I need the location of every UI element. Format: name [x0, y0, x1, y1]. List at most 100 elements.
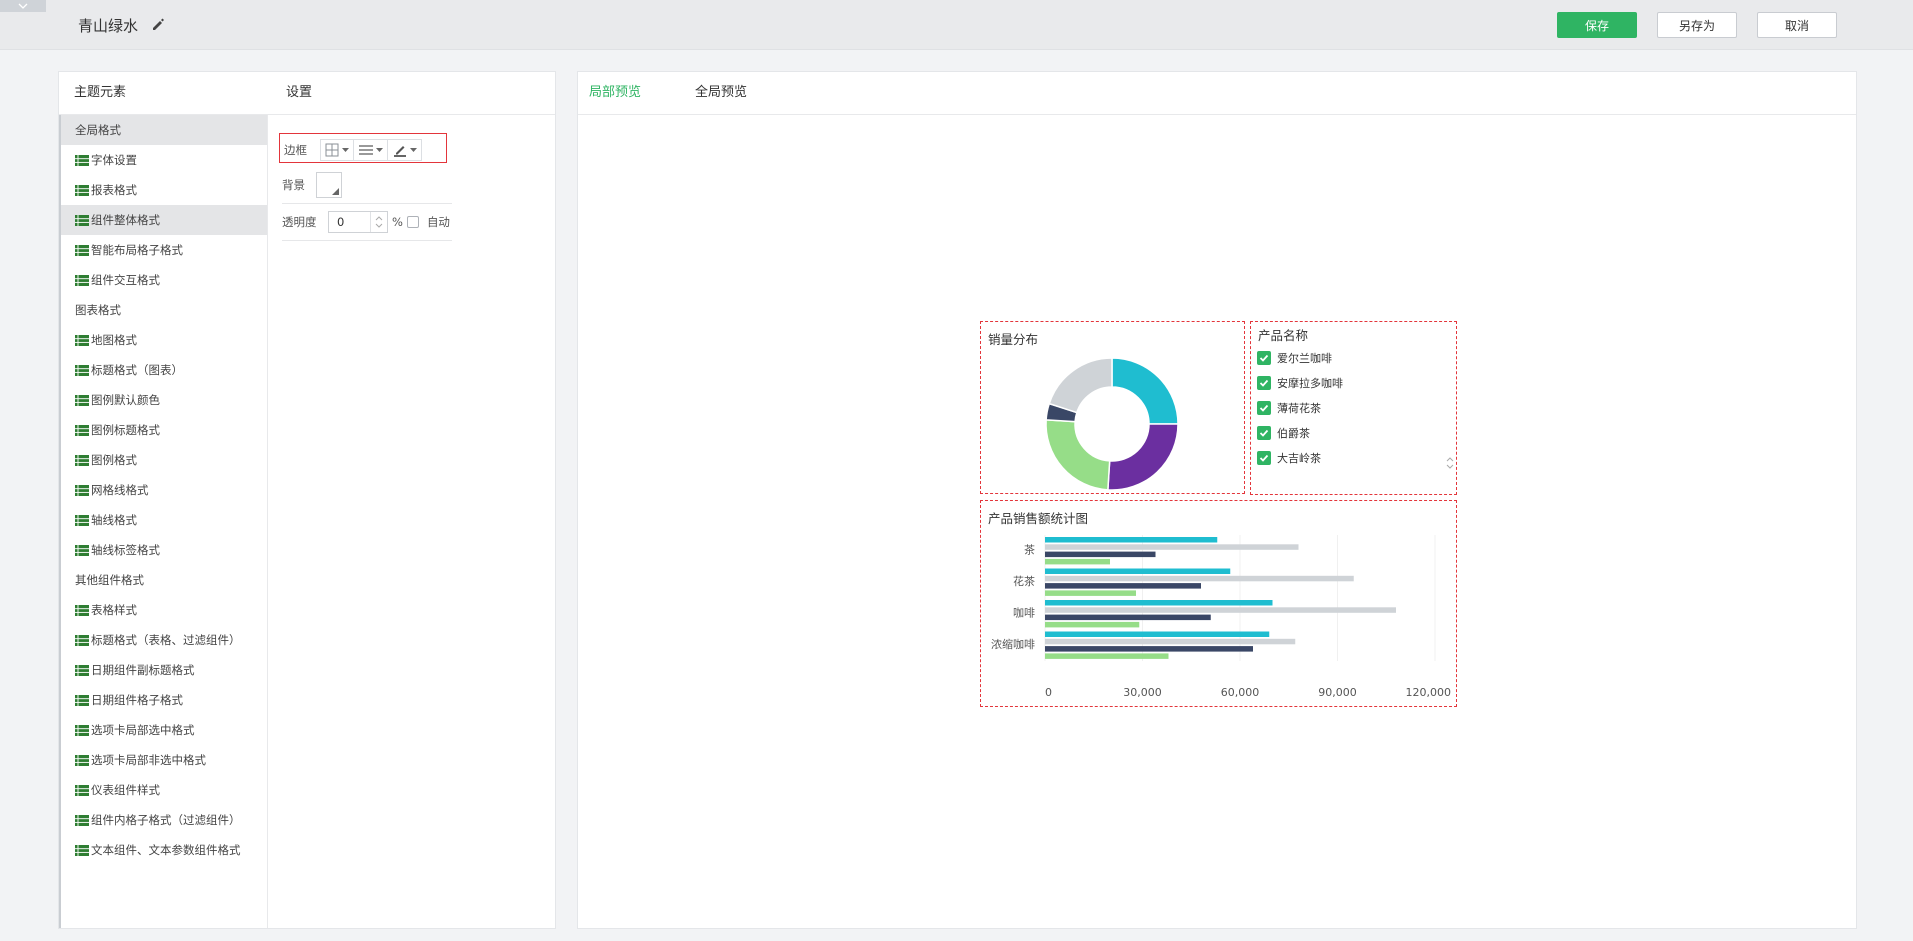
tree-item[interactable]: 字体设置: [61, 145, 267, 175]
save-button[interactable]: 保存: [1557, 12, 1637, 38]
settings-header: 设置: [286, 85, 313, 100]
tree-item-label: 日期组件副标题格式: [91, 663, 195, 677]
donut-slice[interactable]: [1111, 357, 1179, 425]
donut-slice[interactable]: [1048, 357, 1113, 414]
cancel-button[interactable]: 取消: [1757, 12, 1837, 38]
tree-item[interactable]: 图例格式: [61, 445, 267, 475]
bar[interactable]: [1045, 646, 1253, 652]
tree-item[interactable]: 全局格式: [61, 115, 267, 145]
tab-global-preview[interactable]: 全局预览: [695, 85, 748, 100]
border-setting-highlight: [279, 133, 447, 163]
tree-item[interactable]: 组件交互格式: [61, 265, 267, 295]
caret-down-icon: [342, 148, 349, 152]
border-color-button[interactable]: [388, 139, 422, 161]
opacity-input[interactable]: 0: [328, 211, 388, 233]
tree-item-label: 轴线格式: [91, 513, 137, 527]
tree-item[interactable]: 选项卡局部非选中格式: [61, 745, 267, 775]
bar[interactable]: [1045, 653, 1169, 659]
table-icon: [75, 844, 89, 856]
table-icon: [75, 664, 89, 676]
bar[interactable]: [1045, 638, 1296, 645]
tree-item[interactable]: 轴线格式: [61, 505, 267, 535]
chevron-down-icon: [18, 3, 28, 9]
tree-item[interactable]: 图表格式: [61, 295, 267, 325]
bar[interactable]: [1045, 614, 1211, 621]
donut-slice[interactable]: [1107, 423, 1179, 491]
donut-slice[interactable]: [1045, 419, 1111, 491]
bar[interactable]: [1045, 575, 1354, 582]
tree-item-label: 日期组件格子格式: [91, 693, 183, 707]
save-as-button[interactable]: 另存为: [1657, 12, 1737, 38]
bar[interactable]: [1045, 621, 1140, 628]
tab-local-preview[interactable]: 局部预览: [589, 85, 642, 100]
checkbox-checked-icon[interactable]: [1257, 351, 1271, 365]
tree-item-label: 文本组件、文本参数组件格式: [91, 843, 241, 857]
bar[interactable]: [1045, 600, 1273, 606]
bar[interactable]: [1045, 558, 1110, 565]
bar[interactable]: [1045, 631, 1270, 638]
filter-option[interactable]: 伯爵茶: [1257, 425, 1310, 441]
table-icon: [75, 784, 89, 796]
line-style-icon: [358, 145, 373, 155]
donut-widget: 销量分布: [980, 321, 1245, 494]
filter-option-label: 安摩拉多咖啡: [1277, 377, 1343, 390]
auto-checkbox[interactable]: [406, 216, 419, 228]
caret-down-icon: [409, 148, 417, 152]
filter-option[interactable]: 安摩拉多咖啡: [1257, 375, 1343, 391]
tree-item[interactable]: 轴线标签格式: [61, 535, 267, 565]
filter-option[interactable]: 爱尔兰咖啡: [1257, 350, 1332, 366]
table-icon: [75, 424, 89, 436]
tree-item[interactable]: 文本组件、文本参数组件格式: [61, 835, 267, 865]
checkbox-checked-icon[interactable]: [1257, 426, 1271, 440]
tree-item[interactable]: 仪表组件样式: [61, 775, 267, 805]
pen-color-icon: [393, 146, 406, 157]
tree-item[interactable]: 地图格式: [61, 325, 267, 355]
checkbox-checked-icon[interactable]: [1257, 376, 1271, 390]
border-style-button[interactable]: [354, 139, 388, 161]
edit-icon[interactable]: [150, 16, 166, 32]
tree-item[interactable]: 其他组件格式: [61, 565, 267, 595]
bar[interactable]: [1045, 607, 1396, 613]
filter-option[interactable]: 薄荷花茶: [1257, 400, 1321, 416]
tree-item[interactable]: 网格线格式: [61, 475, 267, 505]
tree-item[interactable]: 标题格式（图表）: [61, 355, 267, 385]
tree-item[interactable]: 图例默认颜色: [61, 385, 267, 415]
bar[interactable]: [1045, 551, 1156, 558]
border-position-button[interactable]: [320, 139, 354, 161]
tree-item[interactable]: 标题格式（表格、过滤组件）: [61, 625, 267, 655]
background-color-picker[interactable]: [316, 172, 342, 198]
tree-item[interactable]: 选项卡局部选中格式: [61, 715, 267, 745]
x-tick-label: 30,000: [1123, 686, 1162, 699]
filter-option[interactable]: 大吉岭茶: [1257, 450, 1321, 466]
tree-item[interactable]: 图例标题格式: [61, 415, 267, 445]
bar[interactable]: [1045, 568, 1231, 575]
bar[interactable]: [1045, 537, 1218, 543]
tree-item[interactable]: 日期组件格子格式: [61, 685, 267, 715]
background-label: 背景: [282, 178, 305, 192]
category-label: 咖啡: [1013, 606, 1035, 620]
checkbox-checked-icon[interactable]: [1257, 401, 1271, 415]
table-icon: [75, 154, 89, 166]
tree-item[interactable]: 报表格式: [61, 175, 267, 205]
table-icon: [75, 814, 89, 826]
table-icon: [75, 754, 89, 766]
table-icon: [75, 514, 89, 526]
table-icon: [75, 334, 89, 346]
bar[interactable]: [1045, 583, 1201, 589]
tree-item[interactable]: 组件整体格式: [61, 205, 267, 235]
opacity-spinner[interactable]: [370, 212, 387, 232]
tree-item[interactable]: 组件内格子格式（过滤组件）: [61, 805, 267, 835]
header-divider: [59, 114, 555, 115]
bar[interactable]: [1045, 544, 1299, 550]
tree-item[interactable]: 智能布局格子格式: [61, 235, 267, 265]
collapse-toggle[interactable]: [0, 0, 46, 12]
scroll-arrows-icon[interactable]: [1446, 456, 1454, 470]
tree-item[interactable]: 表格样式: [61, 595, 267, 625]
tree-item[interactable]: 日期组件副标题格式: [61, 655, 267, 685]
bar[interactable]: [1045, 590, 1136, 596]
tree-item-label: 标题格式（图表）: [91, 363, 183, 377]
table-icon: [75, 694, 89, 706]
checkbox-checked-icon[interactable]: [1257, 451, 1271, 465]
table-icon: [75, 244, 89, 256]
preview-panel: 局部预览 全局预览 销量分布 产品名称 爱尔兰咖啡 安摩拉多咖啡 薄荷花茶 伯爵茶 大吉…: [577, 71, 1857, 929]
